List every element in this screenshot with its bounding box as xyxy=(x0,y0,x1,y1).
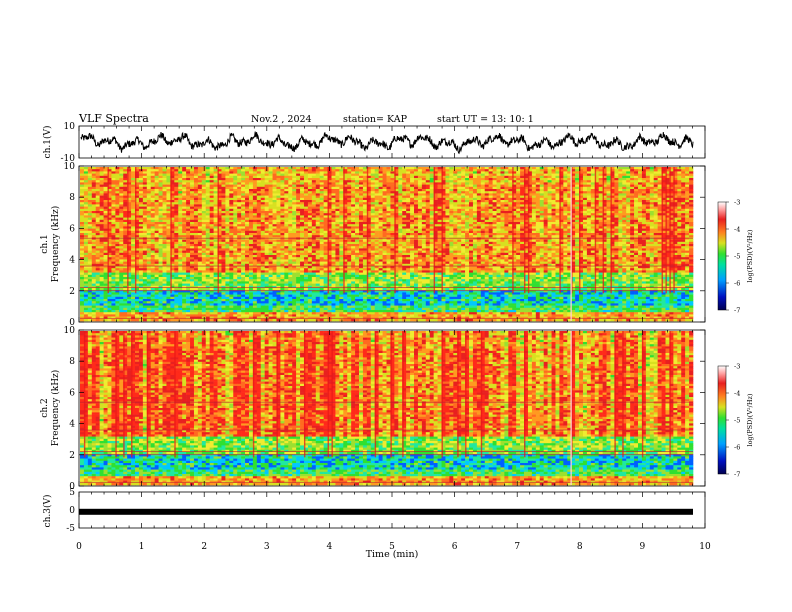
colorbar-tick-label: -3 xyxy=(734,363,740,371)
colorbar-tick-label: -7 xyxy=(734,471,740,479)
y-tick-label: -5 xyxy=(66,524,75,534)
ch1-colorbar-label: log(PSD)(V²/Hz) xyxy=(746,229,754,282)
y-tick-label: 10 xyxy=(64,122,76,132)
colorbar-tick-label: -4 xyxy=(734,390,740,398)
x-tick-label: 8 xyxy=(577,542,583,552)
colorbar-tick-label: -5 xyxy=(734,417,740,425)
y-tick-label: 10 xyxy=(64,326,76,336)
ch2-freq-axis-label-b: Frequency (kHz) xyxy=(50,370,61,447)
ch1-freq-axis-label-b: Frequency (kHz) xyxy=(50,206,61,283)
x-tick-label: 4 xyxy=(327,542,333,552)
x-tick-label: 2 xyxy=(201,542,207,552)
ch1-colorbar: -3 -4 -5 -6 -7 log(PSD)(V²/Hz) xyxy=(718,199,754,315)
colorbar-tick-label: -6 xyxy=(734,444,740,452)
ch3-waveform-band xyxy=(79,509,693,515)
ch2-colorbar-label: log(PSD)(V²/Hz) xyxy=(746,393,754,446)
y-tick-label: 4 xyxy=(69,420,75,430)
colorbar-tick-label: -5 xyxy=(734,253,740,261)
ch1-spectrogram-heatmap xyxy=(80,167,693,321)
y-tick-label: 8 xyxy=(69,193,75,203)
y-tick-label: 2 xyxy=(69,287,75,297)
x-axis-title: Time (min) xyxy=(366,549,419,560)
colorbar-tick-label: -7 xyxy=(734,307,740,315)
x-tick-label: 3 xyxy=(264,542,270,552)
y-tick-label: 2 xyxy=(69,451,75,461)
ch2-freq-axis-label-a: ch.2 xyxy=(40,398,50,417)
ch2-colorbar: -3 -4 -5 -6 -7 log(PSD)(V²/Hz) xyxy=(718,363,754,479)
y-tick-label: 0 xyxy=(69,506,75,516)
y-tick-label: 6 xyxy=(69,224,75,234)
y-tick-label: 6 xyxy=(69,388,75,398)
x-tick-label: 9 xyxy=(640,542,646,552)
x-tick-label: 7 xyxy=(514,542,520,552)
ch1-voltage-axis-label: ch.1(V) xyxy=(42,126,53,159)
colorbar-tick-label: -6 xyxy=(734,280,740,288)
vlf-figure: 10-100246810024681050-5 0 1 2 3 4 5 6 7 8 9 10 ch.… xyxy=(0,0,792,612)
colorbar-tick-label: -3 xyxy=(734,199,740,207)
colorbar-tick-label: -4 xyxy=(734,226,740,234)
ch3-voltage-axis-label: ch.3(V) xyxy=(42,495,53,528)
y-tick-label: 5 xyxy=(69,488,75,498)
y-tick-label: 8 xyxy=(69,357,75,367)
ch1-freq-axis-label-a: ch.1 xyxy=(40,234,50,253)
y-tick-label: 4 xyxy=(69,256,75,266)
x-tick-label: 6 xyxy=(452,542,458,552)
x-tick-label: 10 xyxy=(699,542,711,552)
y-tick-label: 10 xyxy=(64,162,76,172)
x-tick-label: 0 xyxy=(76,542,82,552)
x-tick-label: 1 xyxy=(139,542,145,552)
ch2-spectrogram-heatmap xyxy=(80,331,693,485)
